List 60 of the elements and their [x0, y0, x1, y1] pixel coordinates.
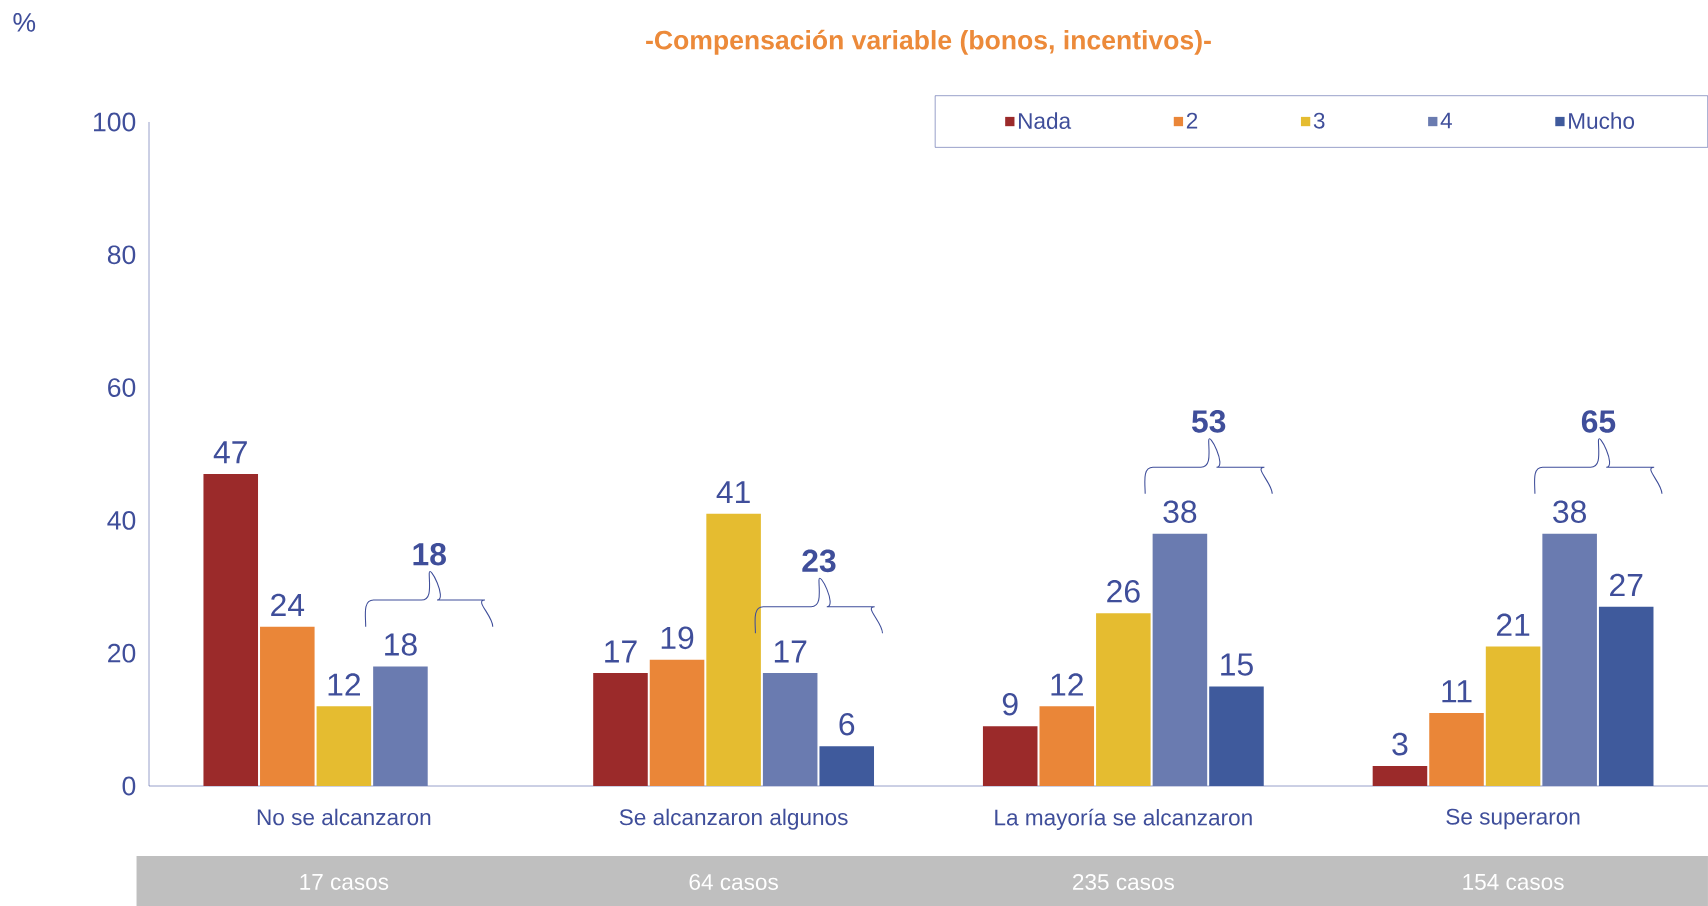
x-tick-label: La mayoría se alcanzaron	[995, 808, 1252, 831]
chart-title: -Compensación variable (bonos, incentivos)-	[646, 29, 1211, 55]
bar	[1542, 533, 1597, 786]
bar	[982, 726, 1038, 786]
bar	[1372, 766, 1428, 786]
bar	[260, 626, 315, 786]
data-label: 12	[1051, 673, 1083, 696]
data-label: 38	[1163, 500, 1197, 523]
data-label: 47	[213, 441, 247, 464]
legend-label: 2	[1186, 112, 1198, 129]
bar	[316, 706, 372, 786]
data-label: 15	[1221, 653, 1253, 676]
data-label: 17	[774, 640, 807, 663]
bar	[1429, 712, 1484, 786]
bar	[373, 666, 428, 786]
x-tick-label: Se superaron	[1446, 808, 1580, 830]
data-label: 27	[1610, 573, 1643, 597]
y-axis-title: %	[13, 13, 36, 32]
bar	[1039, 706, 1095, 786]
bar	[1485, 646, 1541, 786]
bar	[593, 673, 648, 786]
data-label: 12	[328, 673, 360, 696]
bar	[1096, 613, 1151, 786]
y-tick-label: 100	[94, 112, 136, 132]
text: 235 casos	[1073, 874, 1174, 890]
data-label: 41	[716, 481, 750, 504]
data-label: 11	[1442, 680, 1472, 703]
legend-label: Mucho	[1569, 112, 1635, 129]
bar	[649, 659, 705, 786]
bar	[762, 673, 818, 786]
y-tick-label: 40	[107, 511, 136, 530]
data-label: 6	[839, 712, 855, 736]
text: 64 casos	[689, 874, 778, 890]
y-tick-label: 60	[108, 378, 136, 397]
data-label: 24	[271, 593, 305, 616]
legend-label: Nada	[1018, 112, 1072, 129]
bar	[1152, 533, 1208, 786]
x-tick-label: Se alcanzaron algunos	[619, 808, 848, 830]
x-tick-label: No se alcanzaron	[257, 808, 431, 826]
annotation: 18	[413, 542, 446, 566]
data-label: 26	[1107, 580, 1140, 603]
bar	[203, 473, 259, 786]
annotation: 23	[802, 549, 836, 573]
data-label: 38	[1553, 500, 1586, 523]
data-label: 9	[1002, 692, 1018, 716]
y-tick-label: 20	[108, 643, 136, 663]
y-tick-label: 80	[107, 245, 136, 265]
legend-label: 4	[1440, 112, 1452, 129]
data-label: 17	[605, 640, 637, 663]
annotation: 65	[1581, 410, 1616, 433]
y-tick-label: 0	[122, 776, 136, 796]
data-label: 18	[385, 633, 417, 656]
text: 17 casos	[300, 874, 389, 890]
annotation: 53	[1191, 410, 1226, 433]
data-label: 21	[1496, 613, 1530, 636]
data-label: 3	[1392, 732, 1408, 756]
bar	[706, 513, 761, 786]
text: 154 casos	[1463, 874, 1564, 890]
legend-label: 3	[1313, 112, 1325, 129]
data-label: 19	[661, 626, 694, 650]
